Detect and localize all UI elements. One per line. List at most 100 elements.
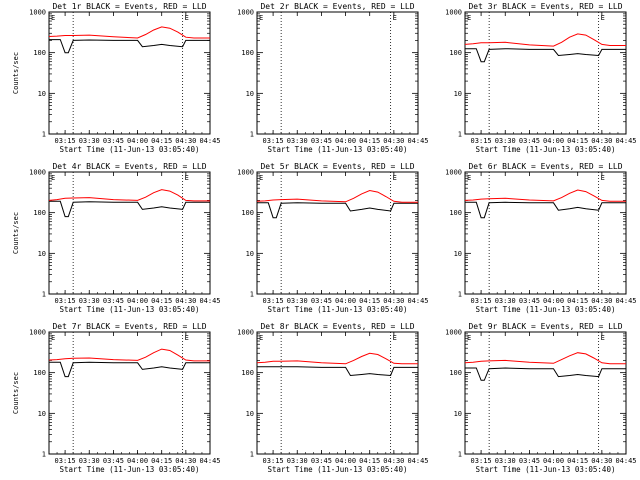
x-tick-label: 03:15 bbox=[55, 297, 76, 305]
y-tick-label: 100 bbox=[33, 209, 46, 217]
x-tick-label: 04:45 bbox=[199, 297, 220, 305]
x-tick-label: 03:45 bbox=[103, 297, 124, 305]
x-tick-label: 04:00 bbox=[543, 137, 564, 145]
x-tick-label: 04:00 bbox=[127, 137, 148, 145]
x-tick-label: 04:15 bbox=[567, 457, 588, 465]
series-line-events bbox=[49, 39, 210, 54]
x-tick-label: 03:15 bbox=[471, 137, 492, 145]
x-tick-label: 03:45 bbox=[103, 457, 124, 465]
y-tick-label: 100 bbox=[449, 369, 462, 377]
x-tick-label: 04:45 bbox=[615, 137, 636, 145]
x-tick-label: 03:30 bbox=[287, 297, 308, 305]
y-tick-label: 1000 bbox=[29, 329, 46, 337]
chart-title: Det 7r BLACK = Events, RED = LLD bbox=[52, 322, 206, 331]
y-tick-label: 1 bbox=[458, 291, 462, 299]
series-line-events bbox=[49, 361, 210, 378]
flag-label: E bbox=[51, 334, 55, 342]
x-tick-label: 03:15 bbox=[263, 297, 284, 305]
y-tick-label: 10 bbox=[38, 410, 46, 418]
x-tick-label: 04:15 bbox=[151, 457, 172, 465]
x-tick-label: 04:15 bbox=[567, 297, 588, 305]
flag-label: E bbox=[185, 14, 189, 22]
chart-title: Det 6r BLACK = Events, RED = LLD bbox=[468, 162, 622, 171]
y-tick-label: 10 bbox=[454, 250, 462, 258]
x-tick-label: 04:15 bbox=[359, 457, 380, 465]
x-tick-label: 04:15 bbox=[151, 297, 172, 305]
y-tick-label: 100 bbox=[241, 209, 254, 217]
x-tick-label: 03:15 bbox=[55, 457, 76, 465]
y-tick-label: 100 bbox=[33, 369, 46, 377]
y-tick-label: 1 bbox=[42, 291, 46, 299]
flag-label: E bbox=[393, 14, 397, 22]
x-tick-label: 04:00 bbox=[543, 457, 564, 465]
flag-label: E bbox=[601, 14, 605, 22]
flag-label: E bbox=[185, 174, 189, 182]
y-tick-label: 1000 bbox=[29, 169, 46, 177]
x-tick-label: 04:30 bbox=[383, 457, 404, 465]
y-tick-label: 1000 bbox=[237, 329, 254, 337]
y-tick-label: 1 bbox=[250, 291, 254, 299]
x-tick-label: 03:45 bbox=[519, 297, 540, 305]
y-tick-label: 1000 bbox=[445, 9, 462, 17]
x-tick-label: 04:00 bbox=[543, 297, 564, 305]
x-tick-label: 04:30 bbox=[383, 297, 404, 305]
series-line-events bbox=[49, 200, 210, 218]
flag-label: E bbox=[259, 174, 263, 182]
chart-panel-9: Det 9r BLACK = Events, RED = LLD 1 10 100 10… bbox=[445, 322, 636, 474]
y-tick-label: 1000 bbox=[237, 169, 254, 177]
x-tick-label: 04:30 bbox=[175, 457, 196, 465]
flag-label: E bbox=[467, 334, 471, 342]
x-axis-label: Start Time (11-Jun-13 03:05:40) bbox=[268, 145, 408, 154]
y-tick-label: 1 bbox=[250, 131, 254, 139]
x-tick-label: 04:15 bbox=[359, 137, 380, 145]
x-tick-label: 04:45 bbox=[407, 457, 428, 465]
series-line-lld bbox=[48, 26, 210, 39]
y-tick-label: 1 bbox=[42, 131, 46, 139]
x-tick-label: 04:30 bbox=[591, 457, 612, 465]
flag-label: E bbox=[259, 14, 263, 22]
x-axis-label: Start Time (11-Jun-13 03:05:40) bbox=[476, 145, 616, 154]
series-line-lld bbox=[48, 348, 210, 362]
flag-label: E bbox=[51, 14, 55, 22]
x-tick-label: 04:15 bbox=[567, 137, 588, 145]
x-tick-label: 04:45 bbox=[407, 137, 428, 145]
x-tick-label: 03:15 bbox=[263, 137, 284, 145]
series-line-lld bbox=[256, 189, 418, 203]
chart-title: Det 2r BLACK = Events, RED = LLD bbox=[260, 2, 414, 11]
flag-label: E bbox=[601, 334, 605, 342]
y-tick-label: 100 bbox=[241, 49, 254, 57]
x-tick-label: 04:00 bbox=[127, 457, 148, 465]
series-line-lld bbox=[464, 352, 626, 365]
x-tick-label: 03:30 bbox=[495, 137, 516, 145]
flag-label: E bbox=[601, 174, 605, 182]
x-tick-label: 03:30 bbox=[79, 297, 100, 305]
x-tick-label: 04:00 bbox=[335, 297, 356, 305]
x-tick-label: 03:30 bbox=[79, 457, 100, 465]
series-line-events bbox=[465, 201, 626, 219]
y-tick-label: 100 bbox=[33, 49, 46, 57]
x-tick-label: 04:00 bbox=[335, 137, 356, 145]
x-tick-label: 04:45 bbox=[199, 457, 220, 465]
series-line-lld bbox=[464, 33, 626, 47]
x-tick-label: 03:30 bbox=[495, 297, 516, 305]
x-tick-label: 04:00 bbox=[335, 457, 356, 465]
y-tick-label: 1000 bbox=[237, 9, 254, 17]
flag-label: E bbox=[51, 174, 55, 182]
chart-panel-4: Det 4r BLACK = Events, RED = LLD 1 10 100 10… bbox=[12, 162, 221, 314]
y-tick-label: 100 bbox=[241, 369, 254, 377]
x-tick-label: 04:45 bbox=[199, 137, 220, 145]
chart-title: Det 5r BLACK = Events, RED = LLD bbox=[260, 162, 414, 171]
x-tick-label: 03:45 bbox=[519, 137, 540, 145]
chart-panel-7: Det 7r BLACK = Events, RED = LLD 1 10 100 10… bbox=[12, 322, 221, 474]
series-line-events bbox=[465, 48, 626, 63]
x-tick-label: 03:15 bbox=[263, 457, 284, 465]
x-tick-label: 03:45 bbox=[311, 137, 332, 145]
chart-panel-6: Det 6r BLACK = Events, RED = LLD 1 10 100 10… bbox=[445, 162, 636, 314]
chart-panel-1: Det 1r BLACK = Events, RED = LLD 1 10 100 10… bbox=[12, 2, 221, 154]
y-tick-label: 1 bbox=[250, 451, 254, 459]
x-axis-label: Start Time (11-Jun-13 03:05:40) bbox=[60, 465, 200, 474]
chart-panel-3: Det 3r BLACK = Events, RED = LLD 1 10 100 10… bbox=[445, 2, 636, 154]
series-line-lld bbox=[464, 189, 626, 202]
x-tick-label: 03:45 bbox=[519, 457, 540, 465]
y-tick-label: 10 bbox=[246, 250, 254, 258]
